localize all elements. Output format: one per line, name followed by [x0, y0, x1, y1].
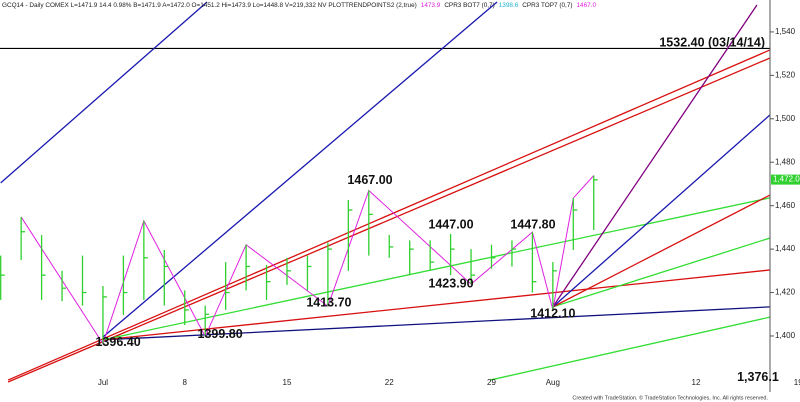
header-item: 1473.9 [421, 2, 441, 9]
price-annotation: 1447.80 [510, 217, 555, 231]
trendline [102, 1, 498, 338]
trendline [0, 1, 208, 184]
level-label: 1532.40 (03/14/14) [659, 36, 765, 50]
header-item: 1398.6 [499, 2, 519, 9]
x-tick-label: 15 [283, 378, 292, 387]
trendline [552, 194, 770, 308]
axis-layer: 1,400 1,420 1,440 1,460 1,480 1,500 1,520 1,540… [98, 27, 800, 387]
header-item: GCQ14 - Daily COMEX L=1471.9 14.4 0.98% … [2, 2, 417, 9]
header-item: CPR3 TOP7 (0,7) [522, 2, 572, 9]
x-tick-label: 22 [385, 378, 394, 387]
x-tick-label: Jul [98, 378, 108, 387]
header-item: CPR3 BOT7 (0,7) [444, 2, 494, 9]
y-tick-label: 1,420 [775, 288, 796, 297]
trendline [552, 4, 758, 308]
trendline [552, 114, 770, 308]
price-annotation: 1423.90 [428, 276, 473, 290]
x-tick-label: 19 [794, 378, 800, 387]
chart-header: GCQ14 - Daily COMEX L=1471.9 14.4 0.98% … [2, 2, 596, 9]
last-price-label: 1,472.0 [773, 175, 800, 184]
price-annotation: 1413.70 [306, 295, 351, 309]
y-tick-label: 1,460 [775, 201, 796, 210]
trendline [7, 49, 770, 381]
trendline [489, 316, 770, 381]
price-annotation: 1,376.1 [737, 370, 779, 384]
y-tick-label: 1,500 [775, 114, 796, 123]
price-annotation: 1467.00 [347, 173, 392, 187]
x-tick-label: Aug [546, 378, 560, 387]
price-annotation: 1412.10 [530, 306, 575, 320]
y-tick-label: 1,400 [775, 331, 796, 340]
header-item: 1467.0 [577, 2, 597, 9]
y-tick-label: 1,540 [775, 27, 796, 36]
x-tick-label: 29 [487, 378, 496, 387]
price-annotation: 1447.00 [428, 217, 473, 231]
price-annotation: 1399.80 [198, 327, 243, 341]
trendline [102, 306, 770, 341]
y-tick-label: 1,520 [775, 70, 796, 79]
x-tick-label: 8 [183, 378, 188, 387]
y-tick-label: 1,480 [775, 157, 796, 166]
price-annotation: 1396.40 [95, 335, 140, 349]
trendline [552, 237, 770, 308]
footer: Created with TradeStation. © TradeStatio… [572, 394, 768, 401]
last-price-tag [771, 174, 800, 185]
x-tick-label: 12 [692, 378, 701, 387]
y-tick-label: 1,440 [775, 244, 796, 253]
trendline [7, 57, 770, 383]
plot-area [0, 1, 770, 383]
trendline [102, 269, 770, 341]
